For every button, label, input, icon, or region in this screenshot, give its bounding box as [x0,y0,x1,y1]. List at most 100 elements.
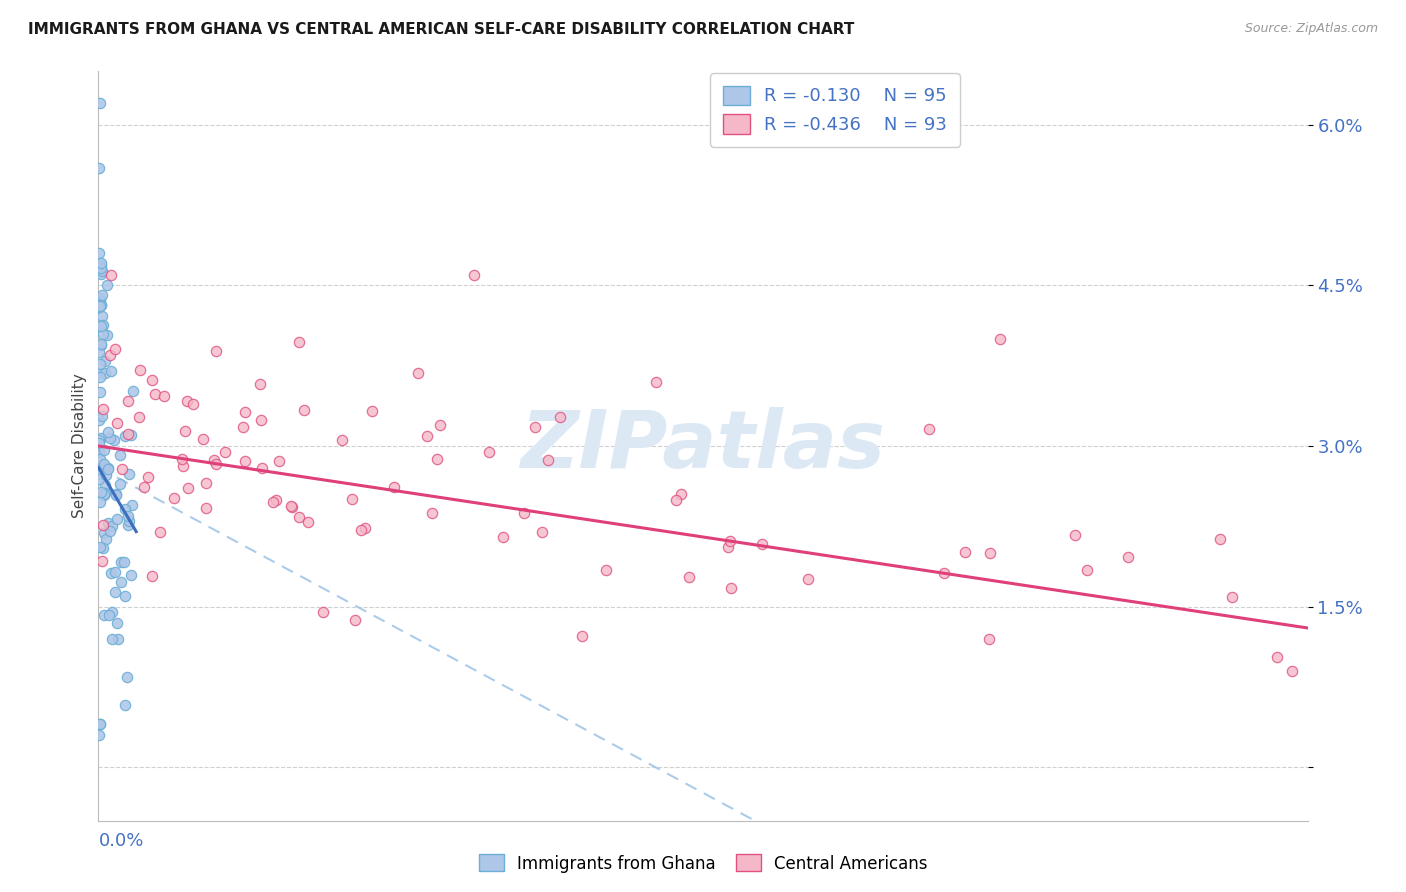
Point [149,525,172,540]
Point [665,493,688,508]
Point [332,433,354,447]
Point [297,515,319,529]
Point [93,607,115,622]
Point [153,389,176,403]
Point [120,568,142,582]
Point [513,506,536,520]
Point [523,419,546,434]
Point [90,484,112,499]
Point [121,384,143,399]
Point [1209,532,1232,546]
Point [796,572,818,586]
Point [111,462,134,476]
Point [90,338,112,352]
Point [93,443,115,458]
Point [90,258,112,272]
Point [91,318,114,332]
Point [97,425,120,439]
Point [94,478,117,492]
Point [94,366,117,380]
Point [530,525,553,540]
Point [104,566,127,580]
Point [129,363,152,377]
Point [90,288,112,302]
Point [163,491,186,506]
Point [101,518,124,533]
Point [114,589,136,603]
Point [429,418,451,433]
Point [94,532,117,546]
Point [93,488,115,502]
Point [91,541,114,555]
Point [292,402,315,417]
Point [97,461,120,475]
Point [720,582,742,596]
Point [105,416,128,430]
Point [361,404,384,418]
Point [751,537,773,551]
Point [176,394,198,409]
Point [595,563,617,577]
Point [89,370,111,384]
Point [89,472,111,486]
Point [108,449,131,463]
Point [89,161,111,175]
Point [181,397,204,411]
Point [288,334,311,349]
Point [214,445,236,459]
Point [100,364,122,378]
Point [128,409,150,424]
Point [249,376,271,391]
Point [194,475,217,490]
Point [97,461,120,475]
Point [288,509,311,524]
Point [121,498,143,512]
Point [101,605,124,619]
Point [100,268,122,282]
Point [90,409,112,424]
Point [174,424,197,438]
Point [350,523,373,537]
Point [100,566,122,581]
Point [93,487,115,501]
Point [1281,664,1303,678]
Point [91,264,114,278]
Point [89,384,111,399]
Point [94,468,117,483]
Point [918,422,941,436]
Point [112,555,135,569]
Point [406,366,429,380]
Point [107,632,129,646]
Point [645,375,668,389]
Text: 0.0%: 0.0% [98,832,143,850]
Point [132,480,155,494]
Point [90,267,112,281]
Point [105,512,128,526]
Point [94,354,117,368]
Point [90,256,112,270]
Point [717,540,740,554]
Point [548,410,571,425]
Point [98,348,121,362]
Point [382,481,405,495]
Point [89,300,111,314]
Point [492,530,515,544]
Point [172,459,194,474]
Point [478,445,501,459]
Point [426,452,449,467]
Point [463,268,485,282]
Point [932,566,955,581]
Point [118,515,141,529]
Point [114,429,136,443]
Point [177,481,200,495]
Point [89,717,111,731]
Point [988,332,1011,346]
Point [416,429,439,443]
Point [90,298,112,312]
Point [232,420,254,434]
Point [96,328,118,343]
Point [202,453,225,467]
Point [89,294,111,309]
Point [97,516,120,531]
Point [89,291,111,305]
